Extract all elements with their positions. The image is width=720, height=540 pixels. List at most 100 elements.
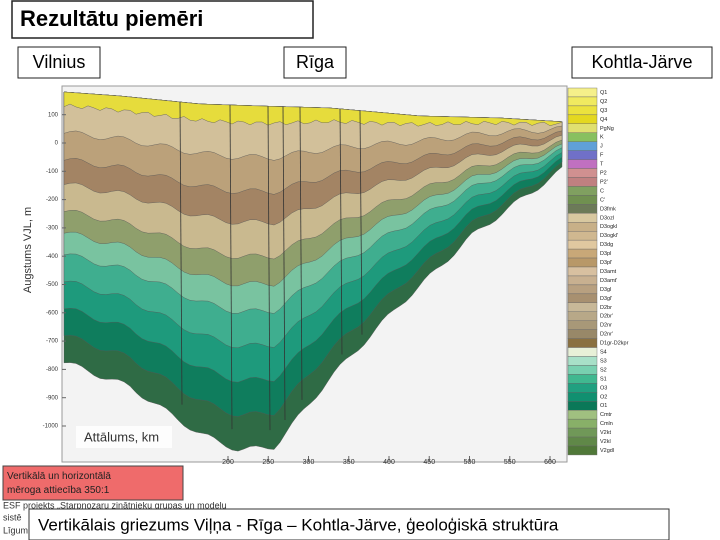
legend-label: PgNg <box>600 126 614 132</box>
legend-swatch <box>567 275 598 286</box>
legend-label: P2 <box>600 171 607 177</box>
y-tick-label: -500 <box>46 282 59 288</box>
legend-label: O2 <box>600 394 607 400</box>
legend-swatch <box>567 168 598 178</box>
y-tick-label: 0 <box>55 141 59 147</box>
axes: 100 0 -100 -200 -300 -400 -500 -600 -700 -800 -900… <box>43 112 556 466</box>
legend-swatch <box>567 401 598 411</box>
legend-label: D3gl' <box>600 296 612 302</box>
y-tick-label: -100 <box>46 169 59 175</box>
fault-line <box>282 106 286 420</box>
legend-label: J <box>600 144 603 150</box>
legend-label: C <box>600 188 604 194</box>
y-tick-label: -800 <box>46 367 59 373</box>
x-tick-label: 500 <box>464 459 476 466</box>
legend-label: D3ozl <box>600 215 614 221</box>
legend-label: K <box>600 135 604 141</box>
legend-swatch <box>567 150 598 160</box>
legend-swatch <box>567 347 598 357</box>
legend-swatch <box>567 392 598 402</box>
legend-swatch <box>567 445 598 456</box>
legend-label: V2kl <box>600 439 611 445</box>
cross-section <box>63 91 563 452</box>
legend-label: V2gdl <box>600 448 614 454</box>
legend-swatch <box>567 266 598 277</box>
legend-swatch <box>567 311 598 321</box>
legend-label: Cmtr <box>600 412 612 418</box>
legend-label: D3amt' <box>600 278 617 284</box>
legend-label: O1 <box>600 403 607 409</box>
footer-line: ESF projekts „Starpnozaru zinātnieku gru… <box>3 500 227 510</box>
place-box <box>283 46 347 79</box>
rock-layer <box>63 91 563 127</box>
y-tick-label: -700 <box>46 339 59 345</box>
legend-swatch <box>567 186 598 196</box>
caption: Vertikālais griezums Viļņa - Rīga – Koht… <box>38 515 559 534</box>
y-tick-label: -200 <box>46 197 59 203</box>
y-tick-label: -600 <box>46 310 59 316</box>
legend-label: D3pl <box>600 251 611 257</box>
x-tick-label: 300 <box>303 459 315 466</box>
x-tick-label: 400 <box>383 459 395 466</box>
footer-line: sistē <box>3 512 22 522</box>
x-axis-label: Attālums, km <box>84 429 159 444</box>
y-tick-label: -900 <box>46 395 59 401</box>
legend-swatch <box>567 383 598 393</box>
legend-label: V2kt <box>600 430 611 436</box>
x-tick-label: 600 <box>544 459 556 466</box>
legend-label: P2' <box>600 179 608 185</box>
place-box <box>17 46 101 79</box>
fault-line <box>359 110 363 335</box>
legend-swatch <box>567 248 598 259</box>
legend-swatch <box>567 195 598 205</box>
legend-swatch <box>567 123 598 133</box>
legend-swatch <box>567 436 598 447</box>
legend-swatch <box>567 410 598 420</box>
legend-label: D3amt <box>600 269 617 275</box>
legend-label: D3ogkl' <box>600 233 618 239</box>
note-box <box>2 465 184 501</box>
title-box <box>11 0 314 39</box>
x-tick-label: 350 <box>343 459 355 466</box>
legend-swatch <box>567 96 598 107</box>
place-label: Kohtla-Järve <box>591 52 692 72</box>
footer-line: Līgum <box>3 525 28 535</box>
legend-label: D2br' <box>600 314 613 320</box>
fault-line <box>299 107 303 400</box>
legend-label: D3dg <box>600 242 613 248</box>
legend-label: D2br <box>600 305 612 311</box>
legend-label: F <box>600 153 604 159</box>
legend-swatch <box>567 356 598 366</box>
y-tick-label: -300 <box>46 225 59 231</box>
legend-swatch <box>567 105 598 116</box>
legend-label: D3pl' <box>600 260 612 266</box>
x-tick-label: 550 <box>504 459 516 466</box>
legend-label: D2nr <box>600 323 612 329</box>
legend-label: D2nr' <box>600 332 613 338</box>
legend-swatch <box>567 87 598 98</box>
legend-swatch <box>567 222 598 232</box>
legend-label: Q2 <box>600 99 607 105</box>
legend-label: S3 <box>600 358 607 364</box>
legend-swatch <box>567 365 598 375</box>
legend-label: Q3 <box>600 108 607 114</box>
place-box <box>571 46 713 79</box>
legend-swatch <box>567 374 598 384</box>
legend-swatch <box>567 230 598 241</box>
place-label: Rīga <box>296 52 335 72</box>
fault-line <box>179 101 183 405</box>
legend-swatch <box>567 159 598 169</box>
y-tick-label: 100 <box>48 112 59 118</box>
legend-swatch <box>567 204 598 214</box>
legend-label: S4 <box>600 350 607 356</box>
legend-swatch <box>567 302 598 312</box>
x-tick-label: 250 <box>262 459 274 466</box>
note: mēroga attiecība 350:1 <box>7 485 110 496</box>
legend-label: S1 <box>600 376 607 382</box>
x-tick-label: 450 <box>423 459 435 466</box>
legend-swatch <box>567 320 598 330</box>
x-label-bg <box>76 426 172 448</box>
legend-swatch <box>567 132 598 142</box>
